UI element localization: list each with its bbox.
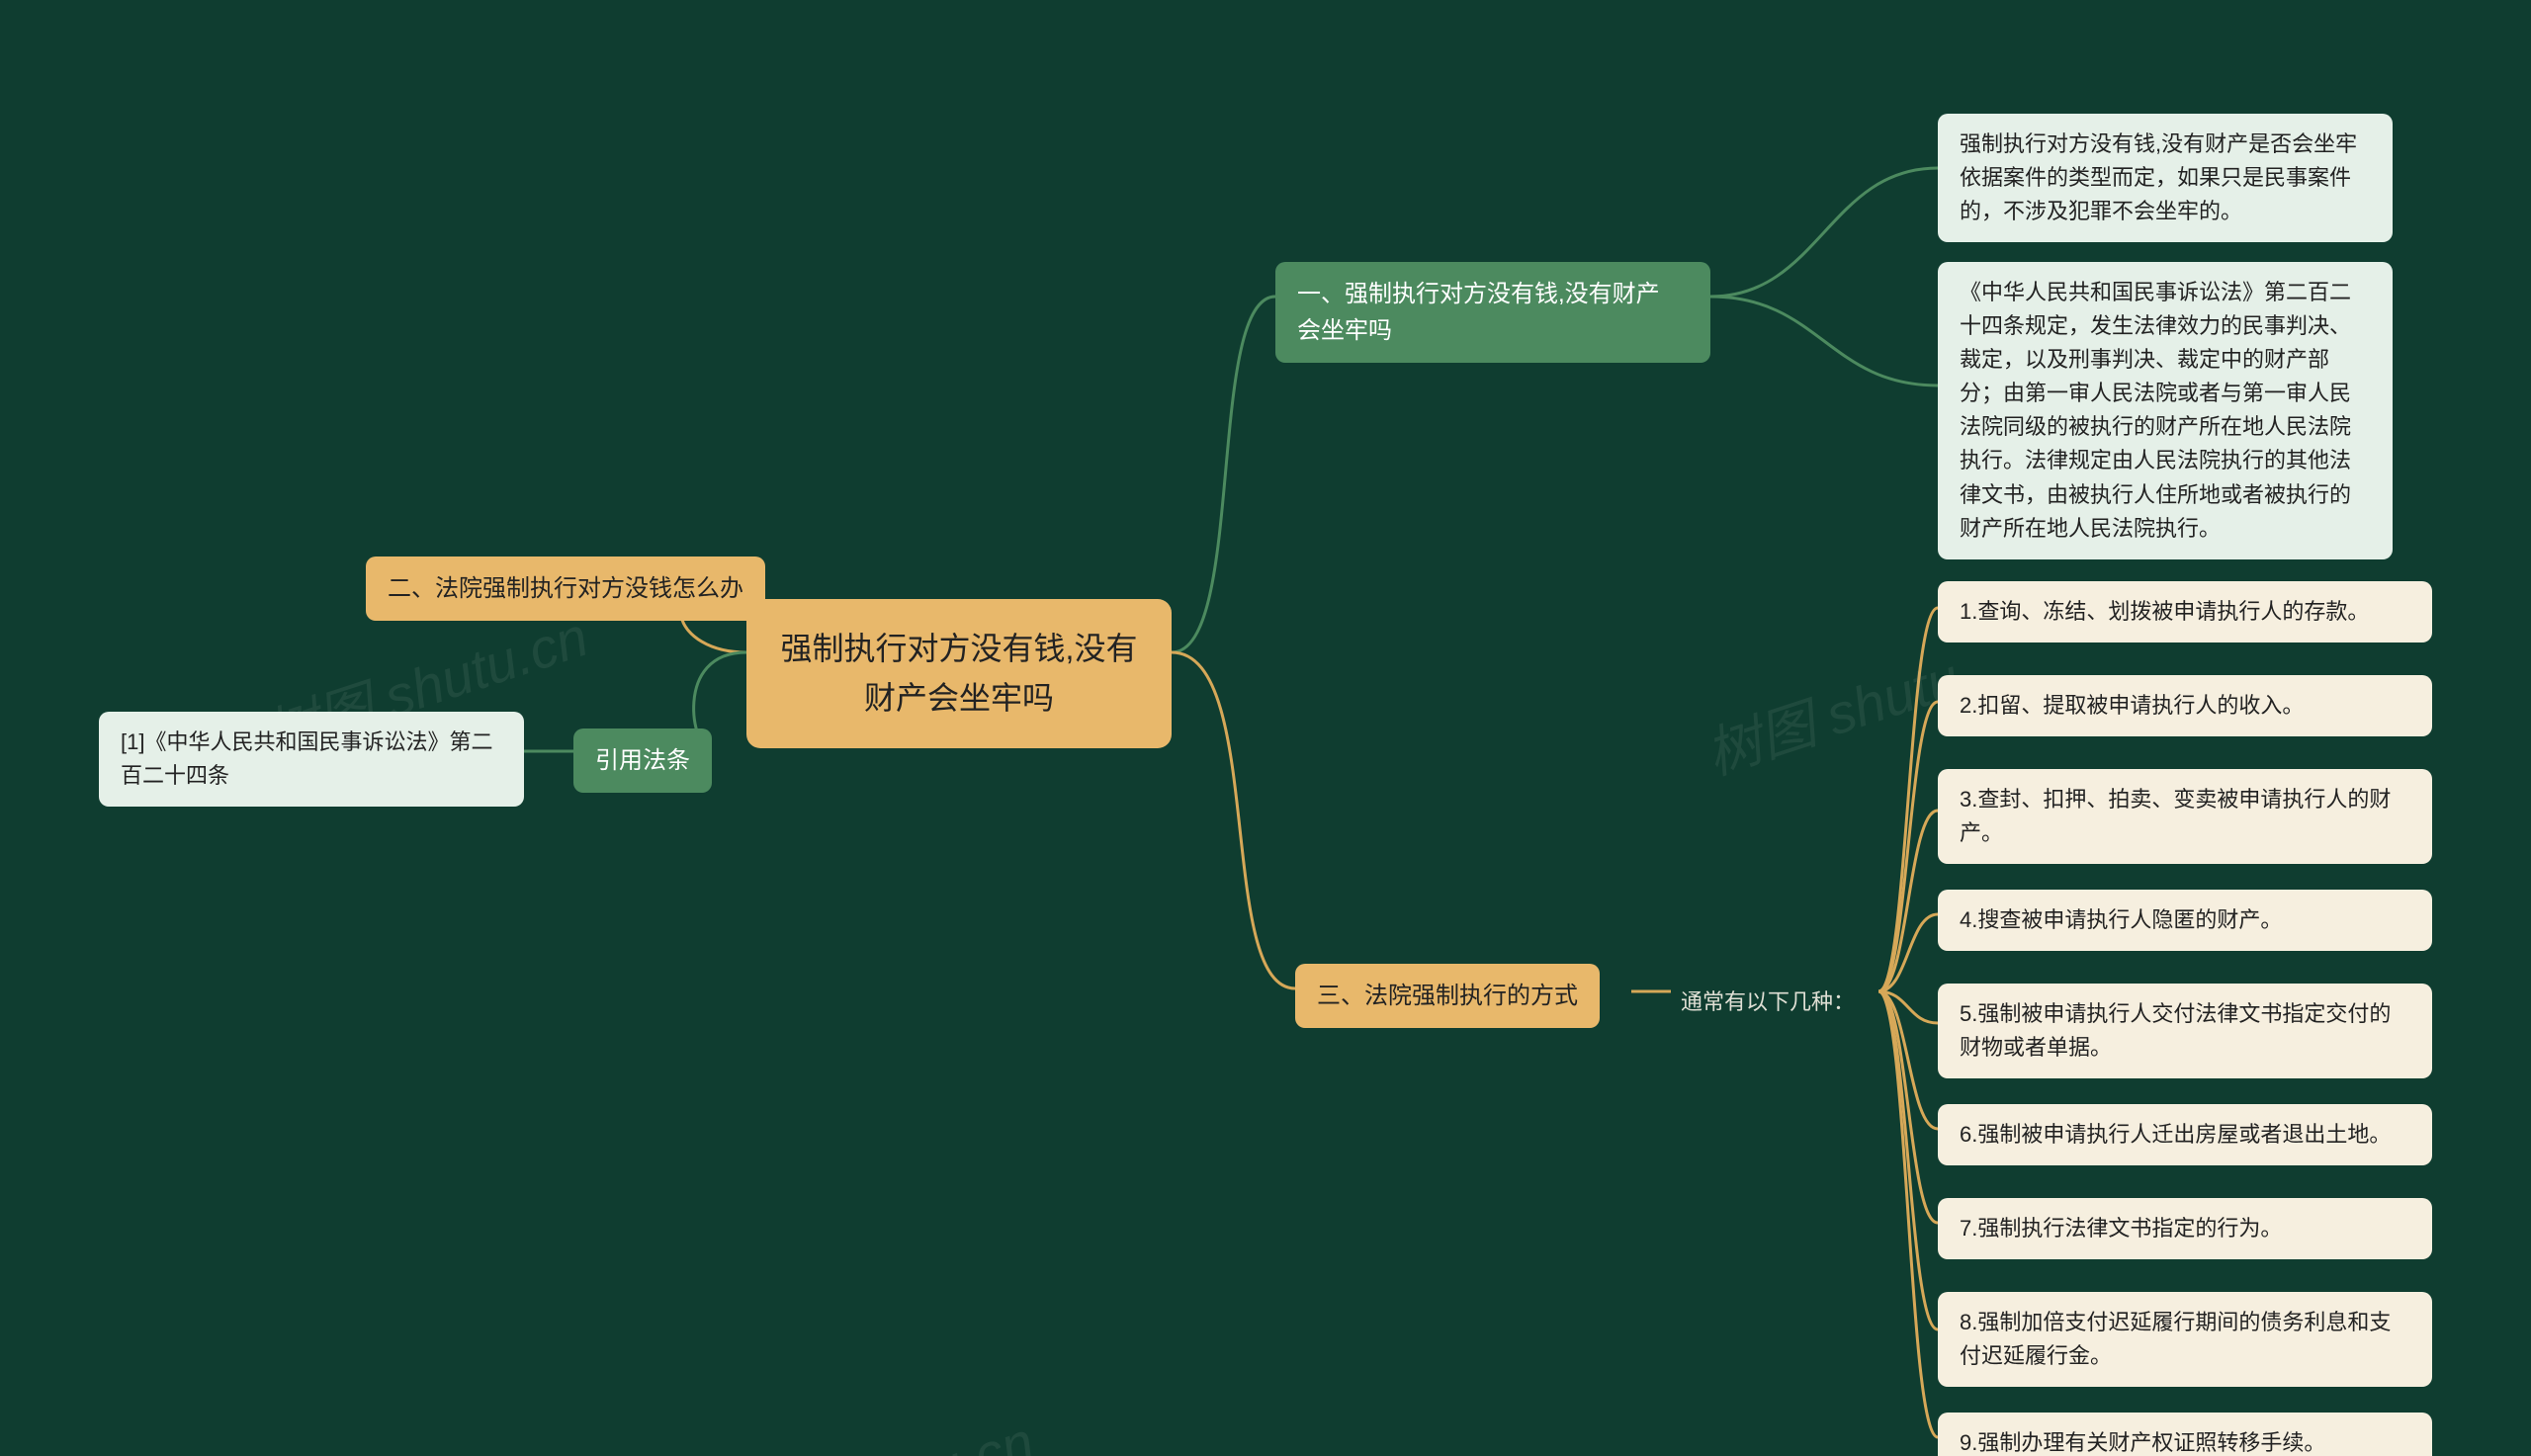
branch-1-leaf-2[interactable]: 《中华人民共和国民事诉讼法》第二百二十四条规定，发生法律效力的民事判决、裁定，以… <box>1938 262 2393 559</box>
connector <box>1878 608 1938 991</box>
branch-3-item[interactable]: 9.强制办理有关财产权证照转移手续。 <box>1938 1413 2432 1456</box>
root-node[interactable]: 强制执行对方没有钱,没有 财产会坐牢吗 <box>746 599 1172 748</box>
branch-4-leaf[interactable]: [1]《中华人民共和国民事诉讼法》第二百二十四条 <box>99 712 524 807</box>
branch-1-l1: 一、强制执行对方没有钱,没有财产 <box>1297 281 1660 307</box>
root-text-l2: 财产会坐牢吗 <box>864 680 1054 716</box>
connector <box>1878 811 1938 991</box>
branch-1-leaf-1[interactable]: 强制执行对方没有钱,没有财产是否会坐牢依据案件的类型而定，如果只是民事案件的，不… <box>1938 114 2393 242</box>
branch-3-item[interactable]: 5.强制被申请执行人交付法律文书指定交付的财物或者单据。 <box>1938 984 2432 1078</box>
connector <box>1878 991 1938 1129</box>
branch-3-item[interactable]: 8.强制加倍支付迟延履行期间的债务利息和支付迟延履行金。 <box>1938 1292 2432 1387</box>
branch-3-item[interactable]: 7.强制执行法律文书指定的行为。 <box>1938 1198 2432 1259</box>
connector <box>1710 168 1938 297</box>
connector <box>1878 991 1938 1023</box>
branch-3-item[interactable]: 2.扣留、提取被申请执行人的收入。 <box>1938 675 2432 736</box>
branch-3-item[interactable]: 4.搜查被申请执行人隐匿的财产。 <box>1938 890 2432 951</box>
connector <box>1172 297 1275 652</box>
branch-3-item[interactable]: 3.查封、扣押、拍卖、变卖被申请执行人的财产。 <box>1938 769 2432 864</box>
connector <box>1878 914 1938 991</box>
connector <box>1878 991 1938 1223</box>
branch-1-l2: 会坐牢吗 <box>1297 317 1392 344</box>
watermark: 树图 shutu <box>1695 634 1968 791</box>
connector <box>1710 297 1938 385</box>
root-text-l1: 强制执行对方没有钱,没有 <box>781 631 1138 666</box>
branch-2[interactable]: 二、法院强制执行对方没钱怎么办 <box>366 557 765 621</box>
branch-3-item[interactable]: 1.查询、冻结、划拨被申请执行人的存款。 <box>1938 581 2432 642</box>
branch-3[interactable]: 三、法院强制执行的方式 <box>1295 964 1600 1028</box>
branch-1[interactable]: 一、强制执行对方没有钱,没有财产 会坐牢吗 <box>1275 262 1710 363</box>
connector <box>1172 652 1295 988</box>
branch-4[interactable]: 引用法条 <box>573 728 712 793</box>
watermark: u.cn <box>922 1409 1042 1456</box>
connector <box>1878 991 1938 1329</box>
branch-3-sub: 通常有以下几种： <box>1671 979 1865 1022</box>
branch-3-item[interactable]: 6.强制被申请执行人迁出房屋或者退出土地。 <box>1938 1104 2432 1165</box>
connector <box>1878 991 1938 1437</box>
connector <box>1878 702 1938 991</box>
